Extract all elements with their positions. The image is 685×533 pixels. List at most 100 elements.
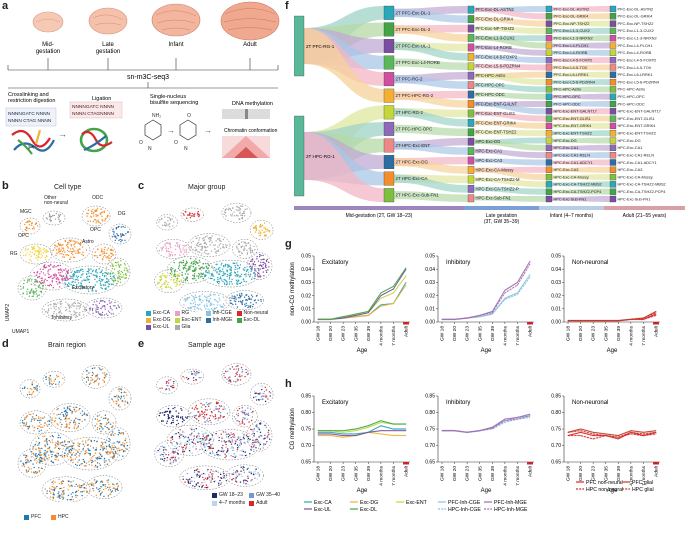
sankey-node-label: 2T HPC-Exc-Sub-FN1 [396,193,440,198]
umap-point [72,480,74,482]
umap-point [93,454,95,457]
umap-point [232,449,234,452]
sankey-flow [552,152,610,159]
umap-point [234,439,236,442]
umap-point [189,480,192,483]
umap-point [75,275,78,277]
umap-point [253,441,255,443]
umap-point [197,470,199,473]
umap-point [185,376,188,379]
umap-point [77,427,79,429]
cluster-outline [91,243,117,265]
sankey-flow [552,86,610,93]
umap-point [170,385,172,388]
umap-point [209,447,211,450]
umap-point [61,271,63,273]
sankey-node [467,166,475,174]
umap-point [96,373,99,376]
umap-point [99,254,102,256]
umap-point [249,265,252,267]
umap-point [118,272,120,275]
umap-point [42,282,45,284]
sankey-node [545,115,553,122]
umap-point [72,287,74,289]
umap-point [249,435,251,437]
umap-point [196,371,198,373]
umap-point [193,469,196,472]
umap-point [161,224,164,226]
umap-point [159,454,162,456]
sankey-node-label: PFC-Exc-L5-6-PDZRN4 [476,64,521,69]
umap-point [193,215,195,217]
umap-point [228,278,231,280]
sankey-node [609,93,617,100]
sankey-node-label: HPC-Exc-ENT-GALNT17 [618,109,661,114]
umap-point [226,412,229,415]
umap-point [240,246,242,249]
umap-point [46,420,49,423]
umap-point [107,489,110,491]
sankey-node-label: PFC-HPC-ODC [554,101,581,106]
umap-point [70,484,72,487]
umap-point [241,303,243,305]
sankey-flow [552,137,610,144]
legend-item: Inh-MGE [205,317,233,323]
umap-point [223,375,225,377]
umap-point [242,410,244,412]
sankey-node-label: 2T PFC-HPC-RG-2 [396,93,434,98]
umap-point [206,418,209,420]
umap-point [158,281,160,284]
sankey-flow [552,13,610,20]
umap-point [183,266,186,269]
umap-point [172,461,174,464]
umap-point [42,268,44,271]
umap-point [263,390,266,393]
umap-point [89,490,91,493]
umap-point [196,373,198,375]
umap-point [194,296,196,298]
umap-point [108,283,111,285]
umap-point [59,286,61,288]
umap-point [246,373,249,375]
umap-point [168,387,170,390]
sankey-node [467,184,475,193]
umap-point [98,378,101,380]
sankey-node-label: PFC-HPC-OPC [618,94,645,99]
umap-point [79,306,81,308]
data-point [466,431,468,433]
umap-point [206,477,209,479]
umap-point [199,299,202,301]
umap-point [38,417,40,420]
umap-point [195,279,197,281]
umap-point [210,469,212,471]
umap-point [32,463,34,465]
umap-point [254,470,257,473]
umap-point [197,210,200,213]
umap-point [260,226,262,228]
umap-point [58,272,60,274]
umap-point [113,454,115,456]
sankey-root-label: 2T HPC-RG-1 [306,154,335,159]
umap-point [229,268,231,270]
umap-point [122,432,125,434]
sankey-node [467,5,475,14]
umap-point [123,445,125,448]
umap-point [42,248,44,251]
umap-point [239,205,242,207]
umap-point [186,472,189,475]
umap-point [53,494,55,496]
umap-point [178,246,181,248]
umap-point [33,418,35,420]
umap-point [112,400,115,403]
umap-point [96,300,98,302]
umap-point [66,455,69,458]
umap-point [123,391,126,393]
umap-point [120,260,122,262]
umap-point [204,246,207,248]
umap-point [171,438,174,440]
series-line [318,268,407,320]
umap-point [67,494,70,497]
umap-point [213,409,215,411]
umap-point [28,223,31,226]
umap-point [33,386,35,389]
